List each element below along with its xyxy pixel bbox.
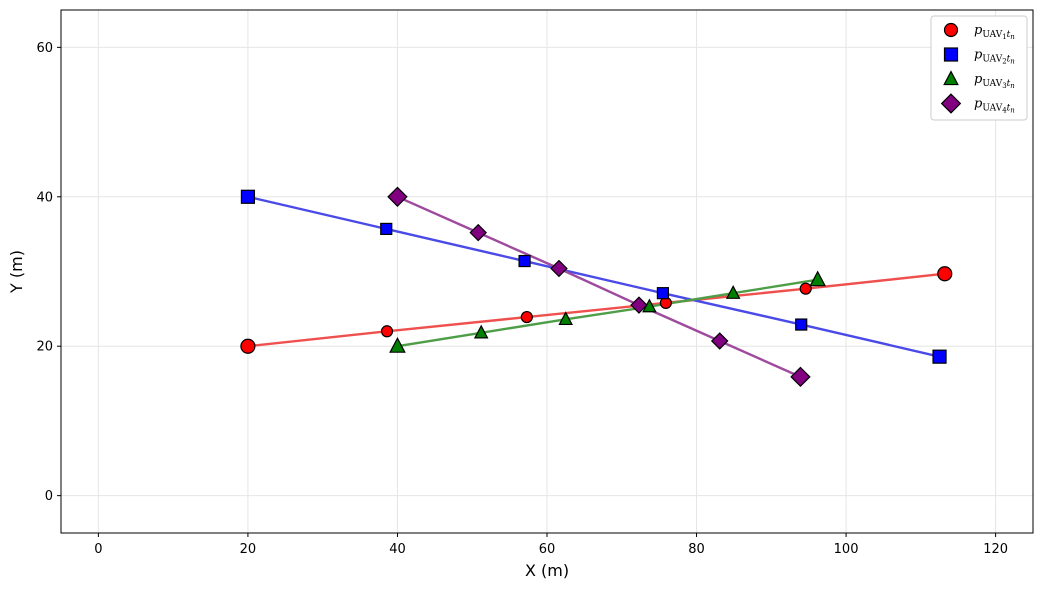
point-uav1-5 [937,266,953,282]
legend-label-uav4: pUAV4tn [974,97,1015,115]
x-axis-title: X (m) [525,561,569,580]
point-uav2-3 [656,287,669,300]
point-uav1-1 [380,325,394,338]
y-tick-label-0: 0 [45,489,53,504]
point-uav1-2 [520,310,533,324]
legend-label-uav3: pUAV3tn [974,72,1015,90]
legend-marker-uav3 [943,70,959,86]
legend-box [930,15,1028,121]
legend-label-uav1: pUAV1tn [974,23,1015,41]
grid-lines [61,10,1033,533]
point-uav1-4 [799,282,812,295]
series-line-uav3 [397,278,818,348]
series-markers [240,186,953,388]
series-line-uav1 [247,272,945,348]
x-tick-label-0: 0 [94,542,102,557]
point-uav3-2 [558,311,573,326]
y-axis-ticks: 0 20 40 60 [36,41,61,504]
legend-marker-uav1 [943,22,959,38]
point-uav3-5 [809,270,827,287]
y-tick-label-60: 60 [36,41,53,56]
point-uav4-4 [710,332,729,350]
y-tick-label-20: 20 [36,340,53,355]
legend: pUAV1tn pUAV2tn pUAV3tn pUAV4tn [930,15,1028,121]
point-uav3-4 [725,285,741,299]
y-axis-title: Y (m) [7,250,26,294]
point-uav4-0 [387,186,408,207]
point-uav4-3 [630,296,648,314]
x-tick-label-80: 80 [688,542,705,557]
point-uav2-4 [795,318,808,331]
legend-marker-uav4 [940,93,962,114]
point-uav2-0 [240,189,256,204]
x-tick-label-40: 40 [389,542,406,557]
point-uav3-0 [389,336,406,353]
point-uav4-5 [790,366,811,388]
series-lines [247,195,945,378]
point-uav4-2 [550,259,568,278]
x-tick-label-120: 120 [983,542,1008,557]
x-tick-label-60: 60 [539,542,556,557]
series-line-uav4 [396,195,801,378]
legend-label-uav2: pUAV2tn [974,48,1015,66]
x-tick-label-20: 20 [240,542,257,557]
point-uav2-2 [518,254,531,268]
point-uav2-5 [932,349,947,364]
x-tick-label-100: 100 [834,542,859,557]
x-axis-ticks: 0 20 40 60 80 100 120 [94,533,1008,557]
y-tick-label-40: 40 [36,190,53,205]
point-uav1-0 [240,338,256,354]
legend-marker-uav2 [943,47,959,62]
series-line-uav2 [247,195,940,358]
point-uav4-1 [469,223,487,242]
point-uav3-1 [473,324,489,339]
point-uav2-1 [380,222,393,236]
